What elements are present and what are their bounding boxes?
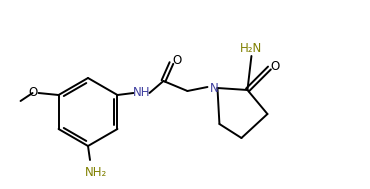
Text: N: N xyxy=(210,81,219,94)
Text: O: O xyxy=(173,54,182,67)
Text: NH₂: NH₂ xyxy=(85,167,107,180)
Text: O: O xyxy=(271,60,280,73)
Text: O: O xyxy=(28,87,37,99)
Text: NH: NH xyxy=(133,87,150,99)
Text: H₂N: H₂N xyxy=(240,42,263,54)
